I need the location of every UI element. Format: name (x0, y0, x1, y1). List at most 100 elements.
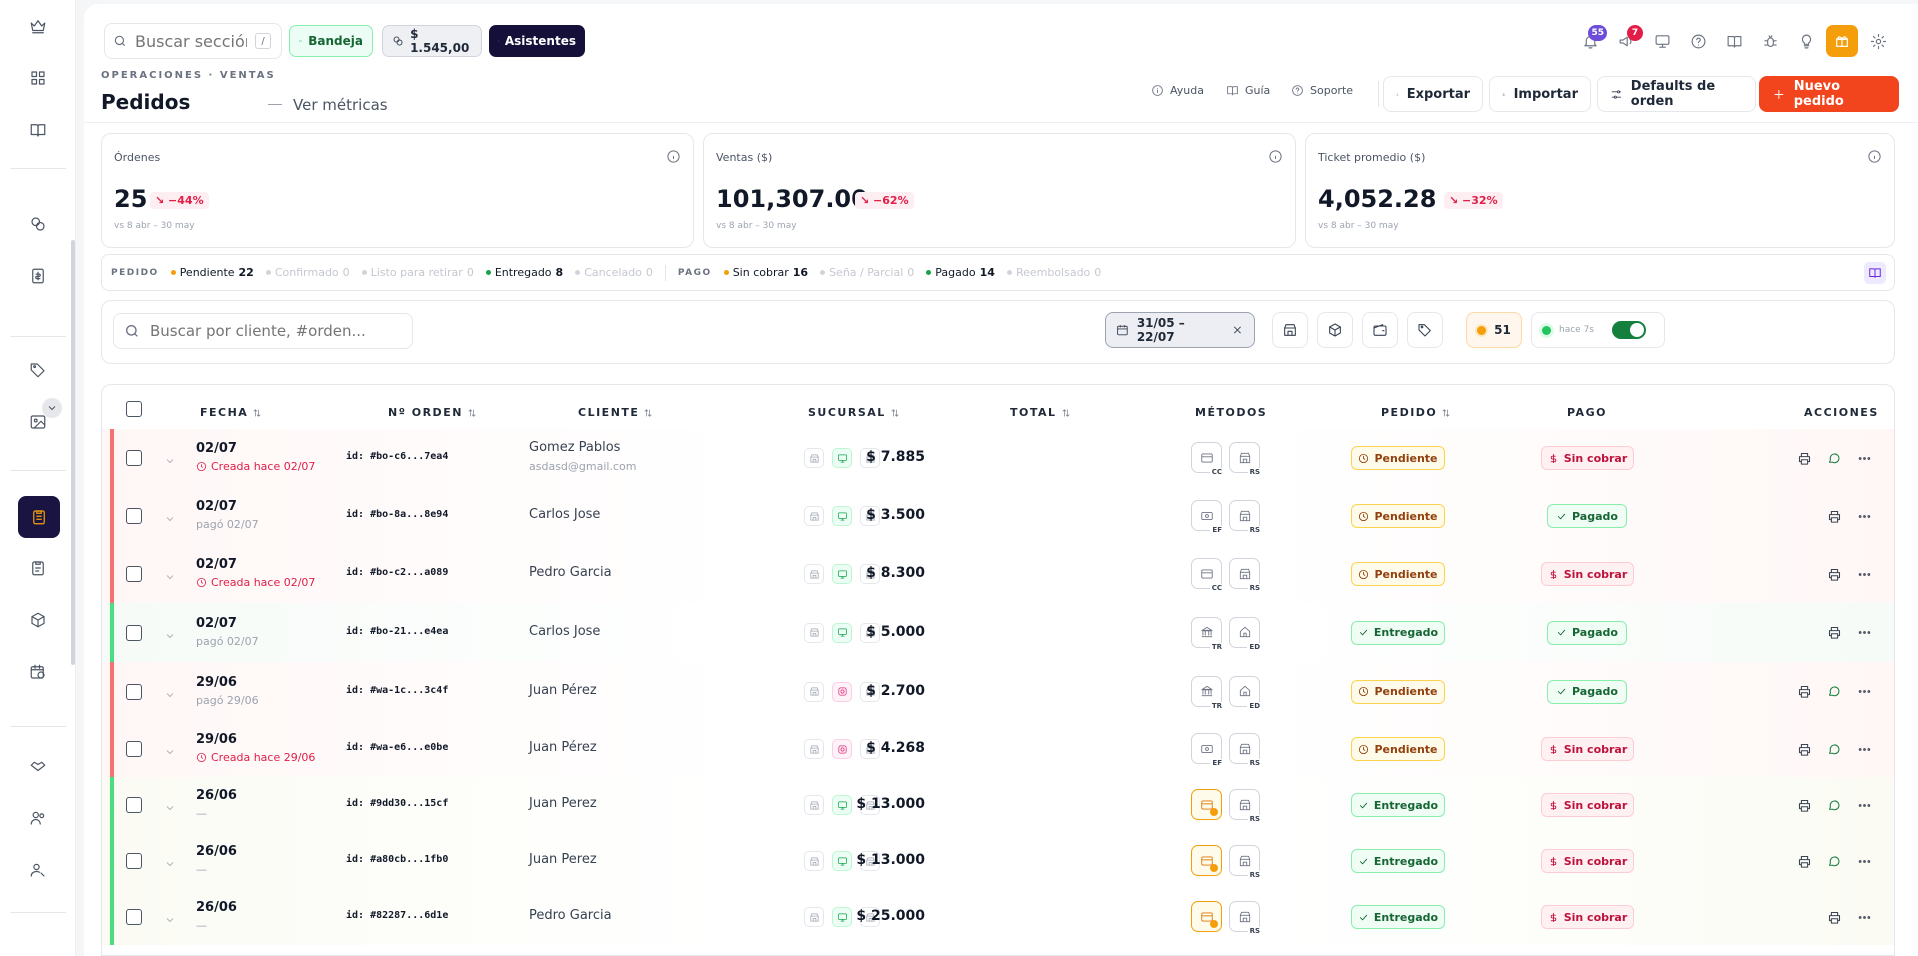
chevron-down-icon[interactable] (164, 799, 176, 811)
payment-method-chip[interactable]: CC (1191, 442, 1224, 476)
print-icon[interactable] (1795, 740, 1813, 758)
print-icon[interactable] (1825, 507, 1843, 525)
wallet-icon[interactable] (1191, 845, 1222, 876)
status-cancelado[interactable]: Cancelado 0 (575, 266, 653, 279)
more-icon[interactable] (1855, 683, 1873, 701)
metrics-link[interactable]: Ver métricas (293, 96, 388, 114)
chevron-down-icon[interactable] (164, 743, 176, 755)
payment-status-badge[interactable]: Sin cobrar (1541, 737, 1634, 761)
payment-method-chip[interactable]: TR (1191, 675, 1224, 710)
store-icon[interactable] (860, 851, 880, 871)
status-listo[interactable]: Listo para retirar 0 (361, 266, 474, 279)
store-icon[interactable] (860, 448, 880, 468)
count-chip[interactable]: 51 (1466, 312, 1522, 348)
delivery-method-chip[interactable]: RS (1229, 789, 1262, 823)
wallet-icon[interactable] (1191, 901, 1222, 932)
info-icon[interactable] (666, 149, 681, 164)
store-icon[interactable] (804, 506, 824, 526)
payment-status-badge[interactable]: Sin cobrar (1541, 905, 1634, 929)
clipboard-icon[interactable] (20, 550, 56, 586)
select-all-checkbox[interactable] (126, 401, 142, 417)
row-order-id[interactable]: id: #9dd30...15cf (346, 798, 449, 809)
payment-status-badge[interactable]: Sin cobrar (1541, 849, 1634, 873)
row-order-id[interactable]: id: #bo-8a...8e94 (346, 509, 449, 520)
status-reembolsado[interactable]: Reembolsado 0 (1006, 266, 1101, 279)
delivery-method-chip[interactable]: RS (1229, 442, 1262, 476)
order-status-badge[interactable]: Pendiente (1351, 504, 1445, 528)
payment-method-chip[interactable]: EF (1191, 733, 1224, 767)
order-defaults-button[interactable]: Defaults de orden (1597, 76, 1756, 112)
order-status-badge[interactable]: Pendiente (1351, 562, 1445, 586)
instagram-icon[interactable] (832, 681, 852, 702)
payment-status-badge[interactable]: Sin cobrar (1541, 446, 1634, 470)
monitor-icon[interactable] (1651, 30, 1673, 52)
export-button[interactable]: Exportar (1383, 76, 1483, 112)
row-checkbox[interactable] (126, 624, 142, 641)
users-icon[interactable] (20, 800, 56, 836)
payment-status-badge[interactable]: Sin cobrar (1541, 793, 1634, 817)
more-icon[interactable] (1855, 908, 1873, 926)
table-row[interactable]: 29/06 pagó 29/06 id: #wa-1c...3c4f Juan Pér… (102, 662, 1894, 721)
table-row[interactable]: 02/07 pagó 02/07 id: #bo-21...e4ea Carlos J… (102, 603, 1894, 662)
store-icon[interactable] (804, 564, 824, 584)
table-row[interactable]: 26/06 — id: #82287...6d1e Pedro Garcia $ 25.… (102, 889, 1894, 945)
row-client[interactable]: Carlos Jose (529, 507, 601, 522)
print-icon[interactable] (1825, 565, 1843, 583)
section-search[interactable]: / (104, 23, 282, 59)
more-icon[interactable] (1855, 852, 1873, 870)
invoice-icon[interactable] (20, 258, 56, 294)
row-order-id[interactable]: id: #wa-e6...e0be (346, 742, 449, 753)
table-row[interactable]: 26/06 — id: #a80cb...1fb0 Juan Perez $ 13.00… (102, 833, 1894, 889)
book-icon[interactable] (20, 112, 56, 148)
order-status-badge[interactable]: Entregado (1351, 905, 1445, 929)
bell-icon[interactable]: 55 (1579, 25, 1607, 52)
print-icon[interactable] (1795, 449, 1813, 467)
product-filter-button[interactable] (1317, 312, 1353, 348)
order-status-badge[interactable]: Pendiente (1351, 446, 1445, 470)
whatsapp-icon[interactable] (1825, 796, 1843, 814)
store-icon[interactable] (804, 622, 824, 643)
row-checkbox[interactable] (126, 853, 142, 869)
row-order-id[interactable]: id: #wa-1c...3c4f (346, 684, 449, 696)
status-pendiente[interactable]: Pendiente 22 (170, 266, 254, 279)
status-sin-cobrar[interactable]: Sin cobrar 16 (723, 266, 808, 279)
row-order-id[interactable]: id: #bo-21...e4ea (346, 625, 449, 637)
info-icon[interactable] (1867, 149, 1882, 164)
whatsapp-icon[interactable] (1825, 740, 1843, 758)
order-status-badge[interactable]: Entregado (1351, 793, 1445, 817)
store-icon[interactable] (804, 907, 824, 927)
book-icon[interactable] (1864, 262, 1886, 284)
guia-link[interactable]: Guía (1226, 84, 1270, 97)
order-status-badge[interactable]: Entregado (1351, 620, 1445, 645)
store-icon[interactable] (860, 622, 880, 643)
chevron-down-icon[interactable] (164, 627, 176, 639)
wallet-filter-button[interactable] (1362, 312, 1398, 348)
table-row[interactable]: 29/06 Creada hace 29/06 id: #wa-e6...e0be J… (102, 721, 1894, 777)
lightbulb-icon[interactable] (1795, 30, 1817, 52)
store-icon[interactable] (804, 851, 824, 871)
row-order-id[interactable]: id: #bo-c6...7ea4 (346, 451, 449, 462)
row-client[interactable]: Juan Pérez (529, 682, 597, 698)
payment-status-badge[interactable]: Pagado (1547, 620, 1627, 645)
date-range-filter[interactable]: 31/05 – 22/07 (1105, 312, 1255, 348)
row-client[interactable]: Juan Perez (529, 852, 597, 867)
table-row[interactable]: 26/06 — id: #9dd30...15cf Juan Perez $ 13.00… (102, 777, 1894, 833)
print-icon[interactable] (1825, 624, 1843, 642)
row-client[interactable]: Carlos Jose (529, 623, 601, 639)
more-icon[interactable] (1855, 740, 1873, 758)
payment-method-chip[interactable]: CC (1191, 558, 1224, 592)
whatsapp-icon[interactable] (1825, 449, 1843, 467)
row-checkbox[interactable] (126, 797, 142, 813)
balance-button[interactable]: $ 1.545,00 (382, 25, 482, 57)
settings-icon[interactable] (1867, 30, 1889, 52)
order-status-badge[interactable]: Entregado (1351, 849, 1445, 873)
book-open-icon[interactable] (1723, 30, 1745, 52)
row-client[interactable]: Juan Pérez (529, 740, 597, 755)
chevron-down-icon[interactable] (164, 452, 176, 464)
status-confirmado[interactable]: Confirmado 0 (265, 266, 350, 279)
new-order-button[interactable]: Nuevo pedido (1759, 76, 1899, 112)
print-icon[interactable] (1795, 796, 1813, 814)
store-icon[interactable] (860, 564, 880, 584)
store-icon[interactable] (860, 907, 880, 927)
store-icon[interactable] (860, 681, 880, 702)
